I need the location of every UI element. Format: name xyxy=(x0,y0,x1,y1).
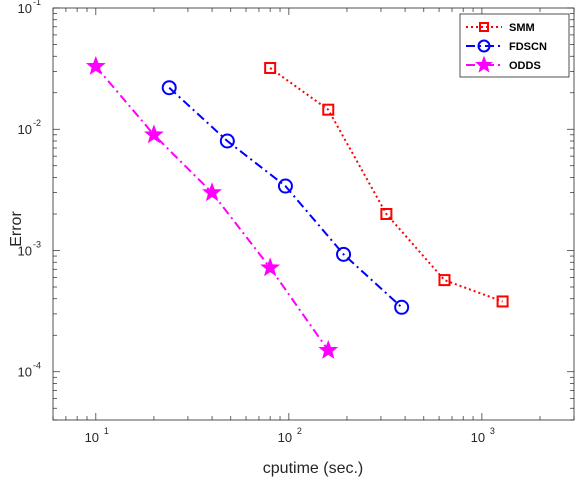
x-axis-title: cputime (sec.) xyxy=(263,460,363,477)
x-tick-label-exponent: 1 xyxy=(104,426,109,436)
legend-label: FDSCN xyxy=(509,41,547,53)
series-line-fdscn xyxy=(168,86,403,309)
legend-marker xyxy=(479,22,489,32)
legend-entry-smm: SMM xyxy=(466,22,535,34)
y-tick-label: 10 xyxy=(18,122,32,137)
legend-label: ODDS xyxy=(509,60,541,72)
data-point-odds xyxy=(85,55,106,75)
data-point-fdscn xyxy=(394,299,410,315)
series-layer xyxy=(85,55,509,359)
y-axis-title: Error xyxy=(8,211,25,247)
data-point-fdscn xyxy=(219,133,235,149)
y-tick-label-exponent: -3 xyxy=(33,239,41,249)
data-point-smm xyxy=(380,208,393,220)
legend-entry-odds: ODDS xyxy=(466,55,541,73)
data-point-odds xyxy=(318,339,339,359)
y-tick-label: 10 xyxy=(18,1,32,16)
data-point-fdscn xyxy=(161,80,177,96)
x-tick-label-exponent: 3 xyxy=(490,426,495,436)
x-tick-label: 10 xyxy=(278,430,292,445)
x-tick-label: 10 xyxy=(471,430,485,445)
y-tick-label: 10 xyxy=(18,243,32,258)
x-tick-label-exponent: 2 xyxy=(297,426,302,436)
data-point-fdscn xyxy=(336,246,352,262)
legend-marker xyxy=(475,55,493,73)
data-point-smm xyxy=(322,103,335,116)
data-point-odds xyxy=(202,182,222,202)
series-line-smm xyxy=(269,67,503,303)
series-fdscn xyxy=(161,80,410,315)
y-tick-label: 10 xyxy=(18,365,32,380)
data-point-odds xyxy=(144,124,164,144)
legend-label: SMM xyxy=(509,22,535,34)
data-point-odds xyxy=(260,257,281,277)
data-point-smm xyxy=(496,295,509,308)
x-tick-label: 10 xyxy=(85,430,99,445)
data-point-fdscn xyxy=(277,178,293,194)
legend-marker xyxy=(477,39,491,53)
y-tick-label-exponent: -1 xyxy=(33,0,41,7)
legend: SMM FDSCN ODDS xyxy=(459,13,570,78)
y-tick-label-exponent: -4 xyxy=(33,361,41,371)
data-point-smm xyxy=(438,274,451,287)
y-tick-label-exponent: -2 xyxy=(33,118,41,128)
data-point-smm xyxy=(264,62,277,75)
series-odds xyxy=(85,55,339,359)
legend-entry-fdscn: FDSCN xyxy=(466,39,547,53)
series-smm xyxy=(264,62,509,308)
